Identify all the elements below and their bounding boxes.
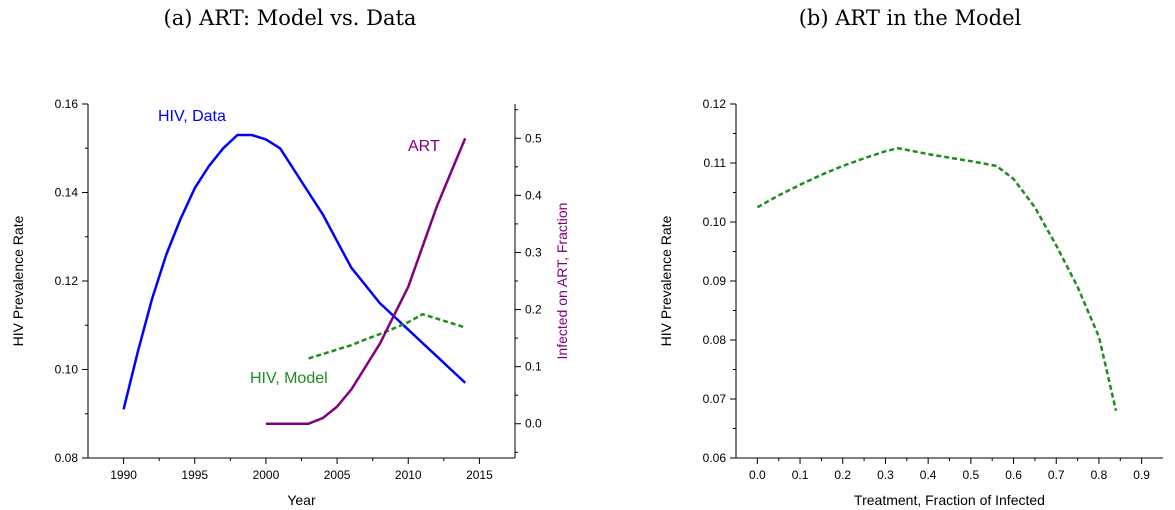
chart0-series-line-1 xyxy=(308,312,466,360)
chart1-x-tick-label: 0.5 xyxy=(963,468,980,482)
chart1-y-tick-label: 0.08 xyxy=(703,333,727,347)
chart0-x-tick-label: 1990 xyxy=(110,468,137,482)
chart1-y-tick-label: 0.12 xyxy=(703,97,727,111)
chart1-y-tick-label: 0.06 xyxy=(703,451,727,465)
chart1-x-axis-label: Treatment, Fraction of Infected xyxy=(854,492,1045,508)
chart0-y-tick-label: 0.14 xyxy=(55,186,79,200)
chart0-y-tick-label: 0.16 xyxy=(55,97,79,111)
chart0-x-tick-label: 2010 xyxy=(395,468,422,482)
panel-b-title: (b) ART in the Model xyxy=(798,6,1022,30)
panel-a-title: (a) ART: Model vs. Data xyxy=(163,6,417,30)
chart0-series-label-2: ART xyxy=(408,138,440,155)
chart0-x-tick-label: 2015 xyxy=(466,468,493,482)
chart1-x-tick-label: 0.0 xyxy=(749,468,766,482)
chart1-y-axis-label: HIV Prevalence Rate xyxy=(658,215,674,346)
chart0-y2-axis-label: Infected on ART, Fraction xyxy=(554,203,570,360)
chart0-y2-tick-label: 0.3 xyxy=(525,245,542,259)
chart1-x-tick-label: 0.4 xyxy=(920,468,937,482)
chart0-y2-tick-label: 0.0 xyxy=(525,417,542,431)
chart1-series-line-0 xyxy=(756,146,1118,412)
chart0-y2-tick-label: 0.2 xyxy=(525,303,542,317)
chart1-x-tick-label: 0.1 xyxy=(792,468,809,482)
chart1-y-tick-label: 0.07 xyxy=(703,392,727,406)
chart1-x-tick-label: 0.8 xyxy=(1091,468,1108,482)
chart1-x-tick-label: 0.6 xyxy=(1005,468,1022,482)
chart1-x-tick-label: 0.9 xyxy=(1133,468,1150,482)
chart0-y2-tick-label: 0.4 xyxy=(525,188,542,202)
chart0-series-line-2 xyxy=(265,137,467,425)
chart1-x-tick-label: 0.2 xyxy=(834,468,851,482)
chart0-y2-tick-label: 0.1 xyxy=(525,360,542,374)
chart0-series-label-1: HIV, Model xyxy=(250,370,328,387)
chart0-x-tick-label: 2000 xyxy=(253,468,280,482)
chart0-y2-tick-label: 0.5 xyxy=(525,131,542,145)
chart0-series-line-0 xyxy=(122,133,467,410)
chart0-x-tick-label: 1995 xyxy=(181,468,208,482)
chart0-x-tick-label: 2005 xyxy=(324,468,351,482)
chart1-y-tick-label: 0.09 xyxy=(703,274,727,288)
chart0-y-tick-label: 0.10 xyxy=(55,363,79,377)
chart1-y-tick-label: 0.11 xyxy=(704,156,727,170)
chart1-x-tick-label: 0.3 xyxy=(877,468,894,482)
chart0-series-label-0: HIV, Data xyxy=(158,108,226,125)
chart1-y-tick-label: 0.10 xyxy=(703,215,727,229)
chart0-y-axis-label: HIV Prevalence Rate xyxy=(10,215,26,346)
chart0-y-tick-label: 0.08 xyxy=(55,451,79,465)
chart0-x-axis-label: Year xyxy=(287,492,316,508)
chart1-x-tick-label: 0.7 xyxy=(1048,468,1065,482)
chart0-y-tick-label: 0.12 xyxy=(55,274,79,288)
